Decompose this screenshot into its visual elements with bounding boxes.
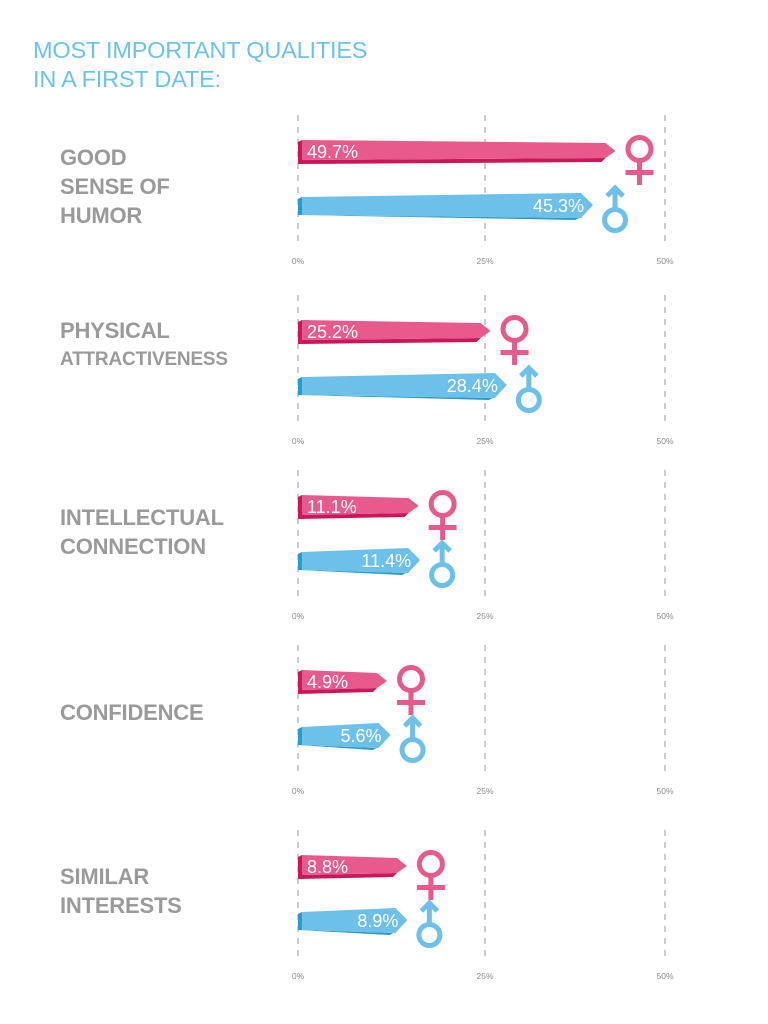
female-bar [298,140,616,164]
male-bar [298,193,594,220]
quality-label: GOOD SENSE OF HUMOR [60,143,170,230]
quality-label: SIMILAR INTERESTS [60,862,182,920]
quality-plot: 0% 25% 50% 11.1% 11.4% [292,470,674,621]
quality-label: PHYSICAL ATTRACTIVENESS [60,316,228,374]
female-symbol-icon [416,850,445,900]
female-symbol-icon [500,315,529,365]
quality-label-line: SIMILAR [60,864,150,889]
quality-label-line: INTERESTS [60,893,182,918]
tick-label: 50% [656,611,673,621]
male-bar [298,908,408,935]
female-bar [298,670,387,694]
female-bar [298,495,419,519]
male-value-label: 8.9% [357,911,398,931]
chart-title-line-1: MOST IMPORTANT QUALITIES [33,37,368,63]
tick-label: 0% [292,611,305,621]
quality-label-line: CONNECTION [60,534,206,559]
tick-label: 50% [656,971,673,981]
quality-label-line: GOOD [60,145,127,170]
tick-label: 50% [656,256,673,266]
quality-plot: 0% 25% 50% 49.7% 45.3% [292,115,674,266]
quality-label: CONFIDENCE [60,698,204,727]
quality-label-line: PHYSICAL [60,318,170,343]
quality-label-line: ATTRACTIVENESS [60,349,228,370]
quality-group: CONFIDENCE 0% 25% 50% 4.9% 5.6% [0,645,768,820]
female-value-label: 49.7% [307,142,358,162]
male-bar [298,548,421,575]
female-symbol-icon [625,135,654,185]
tick-label: 50% [656,436,673,446]
tick-label: 25% [476,971,493,981]
quality-group: INTELLECTUAL CONNECTION 0% 25% 50% 11.1% 11.4% [0,470,768,645]
tick-label: 0% [292,971,305,981]
male-value-label: 5.6% [341,726,382,746]
female-symbol-icon [396,665,425,715]
tick-label: 25% [476,786,493,796]
female-value-label: 4.9% [307,672,348,692]
female-value-label: 8.8% [307,857,348,877]
male-bar [298,723,391,750]
quality-label-line: INTELLECTUAL [60,505,224,530]
chart-title-line-2: IN A FIRST DATE: [33,66,221,92]
male-symbol-icon [416,899,443,948]
tick-label: 0% [292,436,305,446]
quality-group: GOOD SENSE OF HUMOR 0% 25% 50% 49.7% 45.3% [0,115,768,290]
male-value-label: 11.4% [361,551,411,571]
quality-label-line: SENSE OF [60,174,170,199]
female-bar [298,855,407,879]
tick-label: 0% [292,786,305,796]
chart-title: MOST IMPORTANT QUALITIES IN A FIRST DATE… [33,36,367,94]
male-symbol-icon [429,539,456,588]
quality-plot: 0% 25% 50% 8.8% 8.9% [292,830,674,981]
male-symbol-icon [515,364,542,413]
tick-label: 25% [476,256,493,266]
female-bar [298,320,491,344]
male-value-label: 28.4% [447,376,498,396]
male-symbol-icon [399,714,426,763]
tick-label: 50% [656,786,673,796]
female-value-label: 11.1% [307,497,357,517]
male-value-label: 45.3% [533,196,584,216]
male-symbol-icon [602,184,629,233]
quality-label-line: CONFIDENCE [60,700,204,725]
quality-plot: 0% 25% 50% 4.9% 5.6% [292,645,674,796]
tick-label: 25% [476,611,493,621]
quality-group: PHYSICAL ATTRACTIVENESS 0% 25% 50% 25.2% 28.4% [0,295,768,470]
tick-label: 0% [292,256,305,266]
male-bar [298,373,507,400]
female-value-label: 25.2% [307,322,358,342]
female-symbol-icon [428,490,457,540]
quality-label-line: HUMOR [60,203,143,228]
quality-group: SIMILAR INTERESTS 0% 25% 50% 8.8% 8.9% [0,830,768,1005]
tick-label: 25% [476,436,493,446]
quality-label: INTELLECTUAL CONNECTION [60,503,224,561]
quality-plot: 0% 25% 50% 25.2% 28.4% [292,295,674,446]
